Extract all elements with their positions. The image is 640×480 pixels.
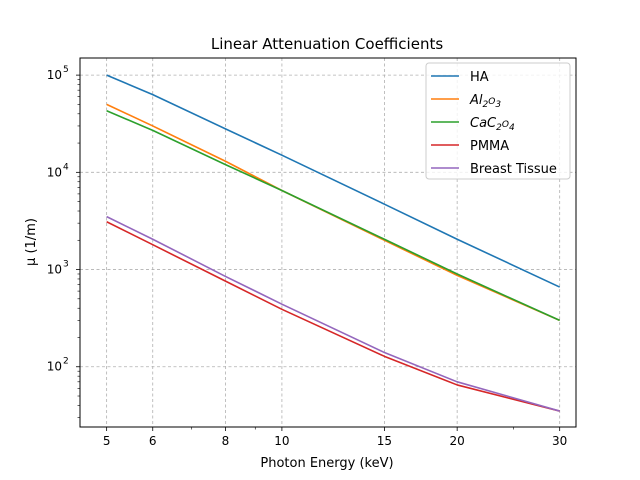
x-axis-ticks: 5 6 8 10 15 20 30 (103, 427, 567, 448)
x-axis-label: Photon Energy (keV) (260, 456, 393, 471)
legend: HA Al2O3 CaC2O4 PMMA Breast Tissue (425, 62, 571, 180)
x-tick-label: 15 (377, 434, 392, 448)
x-tick-label: 20 (450, 434, 465, 448)
y-tick-label: 10 (47, 360, 62, 374)
x-tick-label: 8 (222, 434, 230, 448)
legend-label: Al2O3 (469, 93, 501, 110)
x-tick-label: 30 (552, 434, 567, 448)
legend-label: CaC2O4 (470, 116, 515, 133)
series-lines (106, 74, 561, 412)
legend-box (425, 62, 571, 180)
plot-frame (79, 57, 577, 428)
x-tick-label: 6 (149, 434, 157, 448)
series-line-4 (106, 215, 560, 412)
y-tick-exponent: 4 (63, 162, 69, 172)
y-tick-exponent: 3 (63, 260, 69, 270)
y-tick-exponent: 2 (63, 357, 69, 367)
x-tick-label: 10 (274, 434, 289, 448)
y-tick-exponent: 5 (63, 65, 69, 75)
chart-title: Linear Attenuation Coefficients (211, 35, 443, 53)
series-line-0 (106, 74, 561, 288)
series-line-3 (106, 221, 560, 412)
y-tick-label: 10 (47, 68, 62, 82)
series-line-2 (106, 110, 561, 322)
y-axis-label: μ (1/m) (24, 218, 39, 266)
x-tick-label: 5 (103, 434, 111, 448)
y-tick-label: 10 (47, 263, 62, 277)
legend-label: PMMA (470, 139, 509, 154)
legend-label: HA (470, 70, 489, 85)
legend-label: Breast Tissue (470, 162, 557, 177)
y-tick-label: 10 (47, 165, 62, 179)
